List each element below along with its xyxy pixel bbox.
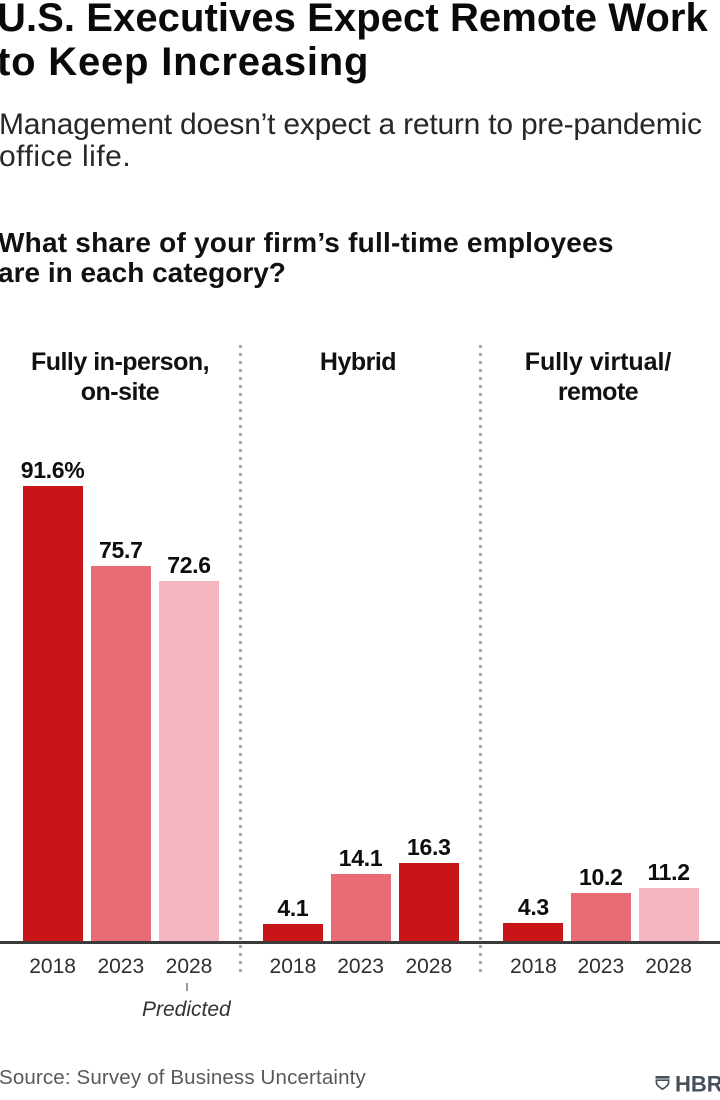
svg-text:HBR: HBR	[675, 1075, 720, 1095]
